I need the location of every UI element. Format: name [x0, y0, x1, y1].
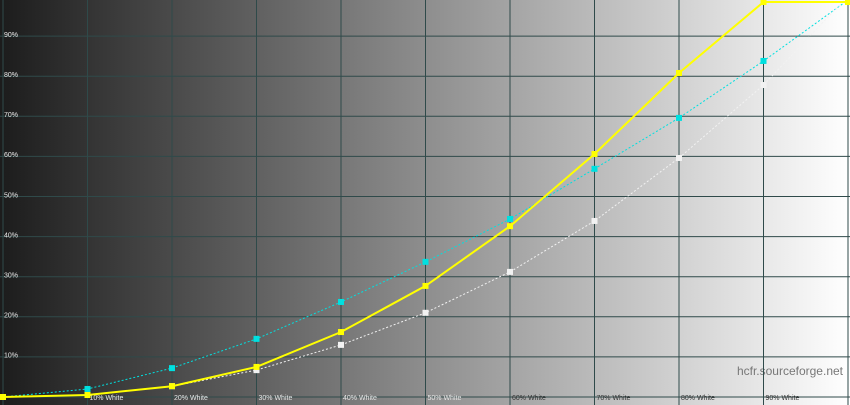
- point-marker: [169, 383, 175, 390]
- y-tick-label: 20%: [4, 313, 18, 320]
- point-marker: [507, 268, 513, 275]
- watermark: hcfr.sourceforge.net: [737, 364, 844, 378]
- x-tick-label: 60% White: [512, 395, 546, 402]
- point-marker: [253, 363, 260, 370]
- point-marker: [507, 223, 513, 230]
- point-marker: [169, 365, 175, 372]
- x-tick-label: 40% White: [343, 395, 377, 402]
- y-tick-label: 70%: [4, 112, 18, 119]
- x-tick-label: 30% White: [259, 395, 293, 402]
- y-tick-label: 60%: [4, 152, 18, 159]
- y-tick-label: 50%: [4, 192, 18, 199]
- point-marker: [676, 114, 682, 121]
- point-marker: [760, 82, 767, 89]
- point-marker: [338, 298, 344, 305]
- y-tick-label: 30%: [4, 273, 18, 280]
- point-marker: [591, 150, 598, 157]
- series-line: [2, 0, 849, 398]
- x-tick-label: 90% White: [766, 395, 800, 402]
- y-tick-label: 10%: [4, 353, 18, 360]
- point-marker: [676, 69, 682, 76]
- point-marker: [253, 335, 260, 342]
- y-tick-label: 80%: [4, 72, 18, 79]
- point-marker: [676, 154, 682, 161]
- point-marker: [422, 258, 429, 265]
- x-tick-label: 70% White: [597, 395, 631, 402]
- x-tick-label: 10% White: [90, 395, 124, 402]
- point-marker: [338, 341, 344, 348]
- point-marker: [760, 57, 767, 64]
- point-marker: [507, 215, 513, 222]
- point-marker: [0, 394, 6, 400]
- point-marker: [591, 217, 598, 224]
- x-tick-label: 50% White: [428, 395, 462, 402]
- y-tick-label: 40%: [4, 232, 18, 239]
- point-marker: [84, 391, 91, 398]
- x-tick-label: 20% White: [174, 395, 208, 402]
- point-marker: [422, 282, 429, 289]
- point-marker: [845, 0, 850, 6]
- point-marker: [84, 385, 91, 392]
- y-tick-label: 90%: [4, 32, 18, 39]
- point-marker: [422, 309, 429, 316]
- point-marker: [253, 367, 260, 374]
- x-tick-label: 80% White: [681, 395, 715, 402]
- point-marker: [760, 0, 767, 6]
- point-marker: [338, 329, 344, 336]
- point-marker: [591, 165, 598, 172]
